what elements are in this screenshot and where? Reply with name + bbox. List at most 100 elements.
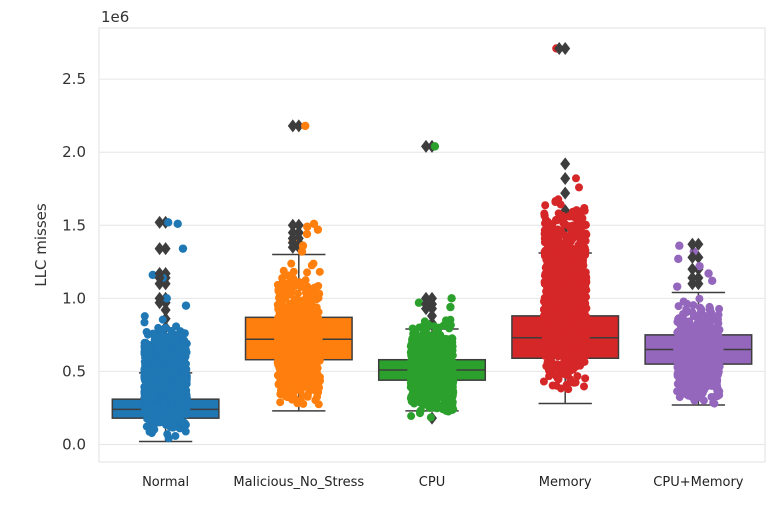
strip-point [147, 371, 156, 380]
outlier-marker [687, 250, 698, 264]
strip-point [548, 341, 557, 350]
strip-point [276, 363, 285, 372]
strip-point [171, 366, 180, 375]
strip-point [287, 339, 296, 348]
strip-point [302, 229, 312, 239]
strip-point [710, 399, 719, 408]
strip-point [169, 354, 178, 363]
strip-point [298, 241, 308, 250]
strip-point [274, 301, 283, 310]
strip-point [160, 346, 169, 355]
strip-point [566, 236, 575, 245]
strip-point [693, 347, 702, 356]
strip-point [408, 324, 417, 333]
category-label: Memory [539, 475, 592, 490]
outlier-marker [154, 215, 165, 229]
strip-point [674, 327, 683, 336]
outlier-marker [154, 266, 165, 280]
strip-point [562, 344, 571, 353]
strip-point [410, 360, 419, 369]
strip-point [550, 250, 559, 259]
strip-point [412, 381, 421, 390]
strip-point [313, 338, 322, 347]
strip-point [148, 389, 157, 398]
strip-point [540, 293, 549, 302]
strip-point [575, 240, 584, 249]
strip-point [279, 291, 288, 300]
strip-point [554, 209, 563, 218]
outlier-marker [427, 291, 437, 305]
strip-point [274, 355, 283, 364]
strip-point [288, 350, 297, 359]
strip-point [303, 268, 312, 277]
strip-point [179, 418, 188, 427]
strip-point [407, 412, 416, 421]
strip-point [540, 251, 549, 260]
strip-point [313, 392, 322, 401]
outlier-marker [154, 242, 165, 256]
strip-point [282, 374, 291, 383]
strip-point [305, 356, 314, 365]
outlier-marker [160, 303, 171, 317]
strip-point [540, 219, 549, 228]
strip-point [160, 397, 169, 406]
strip-point [419, 340, 428, 349]
strip-point [556, 348, 565, 357]
strip-point [443, 356, 452, 365]
category-label: CPU+Memory [653, 475, 744, 490]
strip-point [174, 400, 183, 409]
strip-point [559, 321, 568, 330]
strip-point [440, 362, 449, 371]
strip-point [433, 354, 442, 363]
strip-point [569, 315, 578, 324]
strip-point [284, 324, 293, 333]
strip-point [674, 318, 683, 327]
outlier-marker [560, 186, 571, 200]
strip-point [581, 274, 590, 283]
strip-point [439, 350, 448, 359]
outlier-marker [560, 157, 571, 171]
strip-point [276, 331, 285, 340]
strip-point [696, 310, 705, 319]
strip-point [291, 303, 300, 312]
strip-point [566, 302, 575, 311]
strip-point [309, 259, 318, 268]
strip-point [551, 322, 560, 331]
y-tick-label: 1.0 [62, 289, 86, 307]
strip-point [707, 392, 716, 401]
strip-point [295, 377, 304, 386]
strip-point [689, 301, 698, 310]
strip-point [691, 330, 700, 339]
strip-point [426, 413, 435, 422]
strip-point [410, 399, 419, 408]
strip-point [157, 416, 166, 425]
outlier-marker [287, 119, 298, 133]
outlier-marker [160, 242, 171, 256]
strip-point [296, 296, 305, 305]
strip-point [165, 365, 174, 374]
strip-point [715, 333, 724, 342]
strip-point [674, 302, 683, 311]
strip-point [174, 387, 183, 396]
strip-point [163, 381, 172, 390]
strip-point [442, 406, 451, 415]
y-tick-labels: 0.00.51.01.52.02.5 [62, 70, 86, 453]
strip-point [448, 398, 457, 407]
strip-point [416, 406, 425, 415]
strip-point [706, 304, 715, 313]
strip-point [709, 315, 718, 324]
outlier-marker [427, 309, 437, 323]
strip-point [144, 346, 153, 355]
strip-point [715, 304, 724, 313]
strip-point [297, 335, 306, 344]
strip-point [681, 330, 690, 339]
strip-point [695, 303, 704, 312]
strip-point [691, 356, 700, 365]
strip-point [540, 211, 549, 220]
strip-point [429, 398, 438, 407]
strip-point [426, 391, 435, 400]
strip-point [577, 346, 586, 355]
strip-point [172, 406, 181, 415]
strip-point [558, 311, 567, 320]
strip-point [679, 365, 688, 374]
